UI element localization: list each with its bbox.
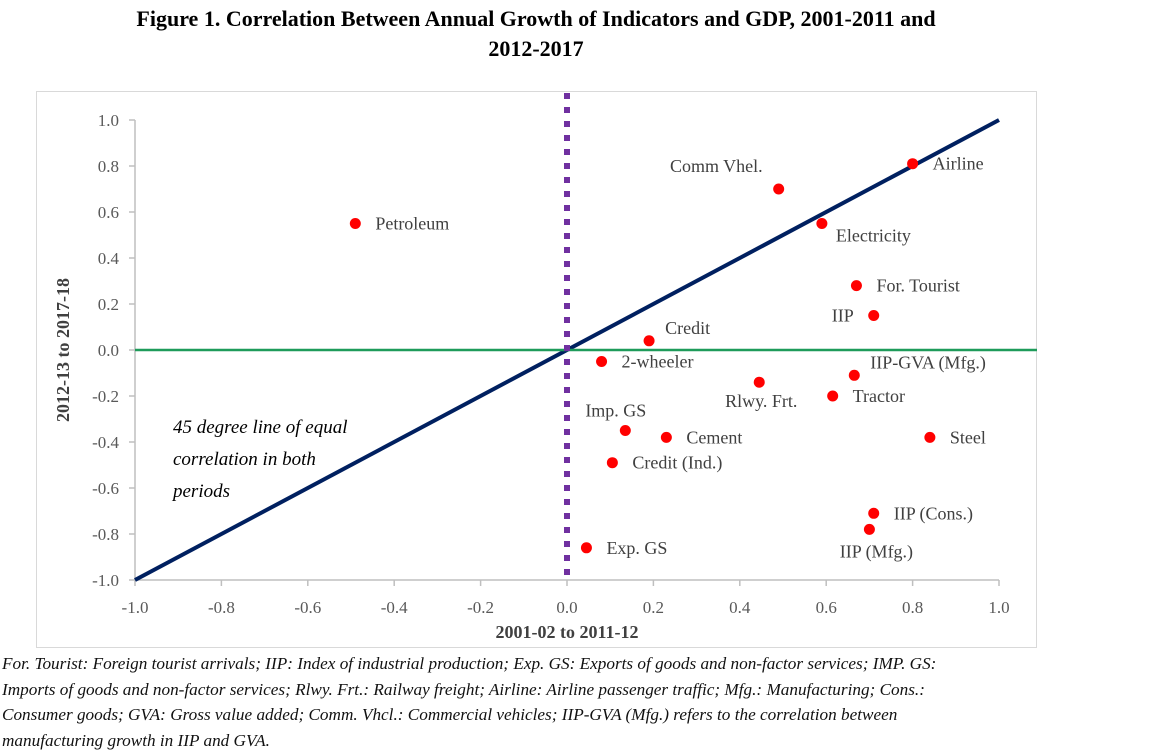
figure-title: Figure 1. Correlation Between Annual Gro… xyxy=(0,4,1072,64)
scatter-plot: 1.0 0.8 0.6 0.4 0.2 0.0 -0.2 -0.4 -0.6 -0.8 -1.0-1… xyxy=(53,93,1037,642)
x-tick-label: 0.0 xyxy=(556,598,577,617)
footnote-line-4: manufacturing growth in IIP and GVA. xyxy=(2,730,270,750)
x-tick-label: 0.4 xyxy=(729,598,751,617)
data-label: Airline xyxy=(933,154,984,174)
x-tick-label: -1.0 xyxy=(122,598,149,617)
data-label: Petroleum xyxy=(375,214,449,234)
data-label: Electricity xyxy=(836,226,911,246)
data-label: Steel xyxy=(950,427,986,447)
y-tick-label: 0.4 xyxy=(98,249,120,268)
y-tick-label: -0.4 xyxy=(92,433,119,452)
x-tick-label: -0.6 xyxy=(294,598,321,617)
y-tick-label: 0.6 xyxy=(98,203,119,222)
data-label: Exp. GS xyxy=(606,538,667,558)
diagonal-annotation: 45 degree line of equal correlation in bo… xyxy=(171,417,347,502)
figure-title-line-2: 2012-2017 xyxy=(488,36,584,61)
data-label: Credit xyxy=(665,318,710,338)
data-label: Tractor xyxy=(853,386,905,406)
data-point xyxy=(850,280,862,292)
footnote-line-3: Consumer goods; GVA: Gross value added; … xyxy=(2,705,898,724)
x-tick-label: 0.2 xyxy=(643,598,664,617)
data-point xyxy=(619,425,631,436)
data-label: Imp. GS xyxy=(585,401,646,421)
data-point xyxy=(596,356,608,367)
annotation-line: correlation in both xyxy=(173,449,316,470)
y-tick-label: 1.0 xyxy=(98,111,119,130)
x-tick-label: 0.8 xyxy=(902,598,923,617)
x-tick-label: 1.0 xyxy=(988,598,1009,617)
data-point xyxy=(827,390,839,402)
data-point xyxy=(863,523,875,535)
annotation-line: 45 degree line of equal xyxy=(173,417,347,438)
data-points xyxy=(349,158,936,554)
y-tick-label: -0.8 xyxy=(92,525,119,544)
y-tick-label: 0.0 xyxy=(98,341,119,360)
data-label: Credit (Ind.) xyxy=(632,453,722,474)
data-point xyxy=(580,542,592,554)
data-point xyxy=(349,218,361,229)
data-label: IIP (Cons.) xyxy=(894,503,973,524)
chart-area xyxy=(36,91,1037,648)
x-tick-label: 0.6 xyxy=(816,598,837,617)
axes: 1.0 0.8 0.6 0.4 0.2 0.0 -0.2 -0.4 -0.6 -0.8 -1.0-1… xyxy=(92,111,1010,617)
footnote: For. Tourist: Foreign tourist arrivals; … xyxy=(2,651,1152,753)
x-tick-label: -0.4 xyxy=(381,598,408,617)
y-tick-label: 0.8 xyxy=(98,157,119,176)
data-label: 2-wheeler xyxy=(622,352,694,372)
data-label: Comm Vhel. xyxy=(670,156,763,176)
footnote-line-1: For. Tourist: Foreign tourist arrivals; … xyxy=(2,654,937,673)
data-point xyxy=(868,310,880,321)
reference-lines xyxy=(134,93,1037,582)
data-point xyxy=(660,431,672,443)
data-point xyxy=(643,335,655,347)
y-tick-label: -0.6 xyxy=(92,479,119,498)
data-point xyxy=(868,507,880,519)
data-label: Cement xyxy=(686,427,742,447)
annotation-line: periods xyxy=(171,481,230,502)
data-point xyxy=(907,158,919,170)
data-labels: Petroleum Comm Vhel. Airline Electricity For… xyxy=(375,154,986,563)
x-axis-title: 2001-02 to 2011-12 xyxy=(496,622,639,642)
data-point xyxy=(753,376,765,388)
data-point xyxy=(816,218,828,229)
data-label: IIP (Mfg.) xyxy=(840,541,913,562)
data-label: IIP xyxy=(832,306,854,326)
y-axis-title: 2012-13 to 2017-18 xyxy=(53,278,73,422)
data-point xyxy=(924,431,936,443)
footnote-line-2: Imports of goods and non-factor services… xyxy=(2,679,925,699)
data-label: IIP-GVA (Mfg.) xyxy=(870,352,986,373)
data-point xyxy=(773,183,785,195)
y-tick-label: -0.2 xyxy=(92,387,119,406)
y-tick-label: -1.0 xyxy=(92,571,119,590)
data-label: Rlwy. Frt. xyxy=(725,391,797,411)
figure-title-line-1: Figure 1. Correlation Between Annual Gro… xyxy=(136,6,936,31)
y-tick-label: 0.2 xyxy=(98,295,119,314)
data-label: For. Tourist xyxy=(876,276,959,296)
x-tick-label: -0.8 xyxy=(208,598,235,617)
data-point xyxy=(606,457,618,469)
x-tick-label: -0.2 xyxy=(467,598,494,617)
data-point xyxy=(848,369,860,381)
